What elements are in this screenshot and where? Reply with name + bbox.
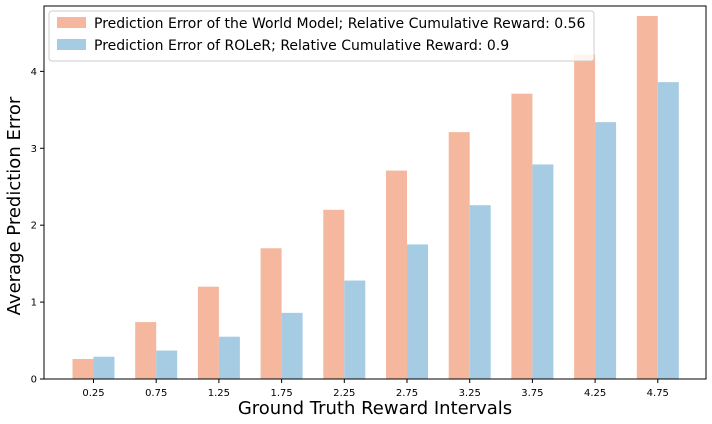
- bar-world-model-4.25: [574, 54, 596, 380]
- bar-roler-1.75: [281, 312, 303, 379]
- bar-world-model-4.75: [636, 15, 658, 380]
- bar-roler-1.25: [218, 336, 240, 379]
- legend-label-world-model: Prediction Error of the World Model; Rel…: [94, 16, 586, 32]
- legend: Prediction Error of the World Model; Rel…: [48, 10, 595, 62]
- legend-swatch-roler: [57, 39, 86, 50]
- y-tick-label: 1: [31, 298, 37, 309]
- x-tick-label: 1.75: [270, 388, 292, 399]
- bars-group: [72, 15, 679, 380]
- bar-roler-0.25: [93, 356, 115, 379]
- bar-roler-3.25: [469, 205, 491, 379]
- legend-label-roler: Prediction Error of ROLeR; Relative Cumu…: [94, 38, 509, 54]
- x-tick-label: 4.75: [647, 388, 669, 399]
- x-tick-label: 0.25: [82, 388, 104, 399]
- legend-box: [48, 10, 595, 62]
- y-axis-label: Average Prediction Error: [4, 96, 25, 315]
- plot-frame: [43, 5, 707, 380]
- y-axis-ticks: 0 1 2 3 4: [31, 67, 44, 386]
- bar-roler-2.75: [407, 244, 428, 379]
- x-tick-label: 2.25: [333, 388, 355, 399]
- x-tick-label: 1.25: [208, 388, 230, 399]
- x-tick-label: 3.25: [459, 388, 481, 399]
- bar-world-model-3.25: [448, 132, 470, 379]
- y-tick-label: 0: [31, 375, 37, 386]
- bar-world-model-0.75: [135, 322, 157, 379]
- x-tick-label: 2.75: [396, 388, 418, 399]
- bar-world-model-2.75: [386, 170, 407, 379]
- bar-world-model-1.75: [260, 248, 282, 379]
- x-tick-label: 4.25: [584, 388, 606, 399]
- x-axis-ticks: 0.25 0.75 1.25 1.75 2.25 2.75 3.25 3.75 4.25 4.75: [82, 379, 669, 399]
- bar-roler-4.75: [657, 82, 679, 379]
- bar-roler-4.25: [595, 122, 617, 380]
- y-tick-label: 2: [31, 221, 37, 232]
- bar-world-model-2.25: [323, 209, 345, 379]
- legend-swatch-world-model: [57, 17, 86, 28]
- x-axis-label: Ground Truth Reward Intervals: [238, 398, 512, 419]
- x-tick-label: 0.75: [145, 388, 167, 399]
- y-tick-label: 4: [31, 67, 37, 78]
- bar-roler-3.75: [532, 164, 554, 379]
- bar-roler-2.25: [344, 280, 366, 379]
- bar-world-model-3.75: [511, 93, 533, 379]
- bar-world-model-1.25: [197, 286, 219, 379]
- x-tick-label: 3.75: [521, 388, 543, 399]
- y-tick-label: 3: [31, 144, 37, 155]
- bar-world-model-0.25: [72, 359, 94, 379]
- bar-roler-0.75: [156, 350, 178, 379]
